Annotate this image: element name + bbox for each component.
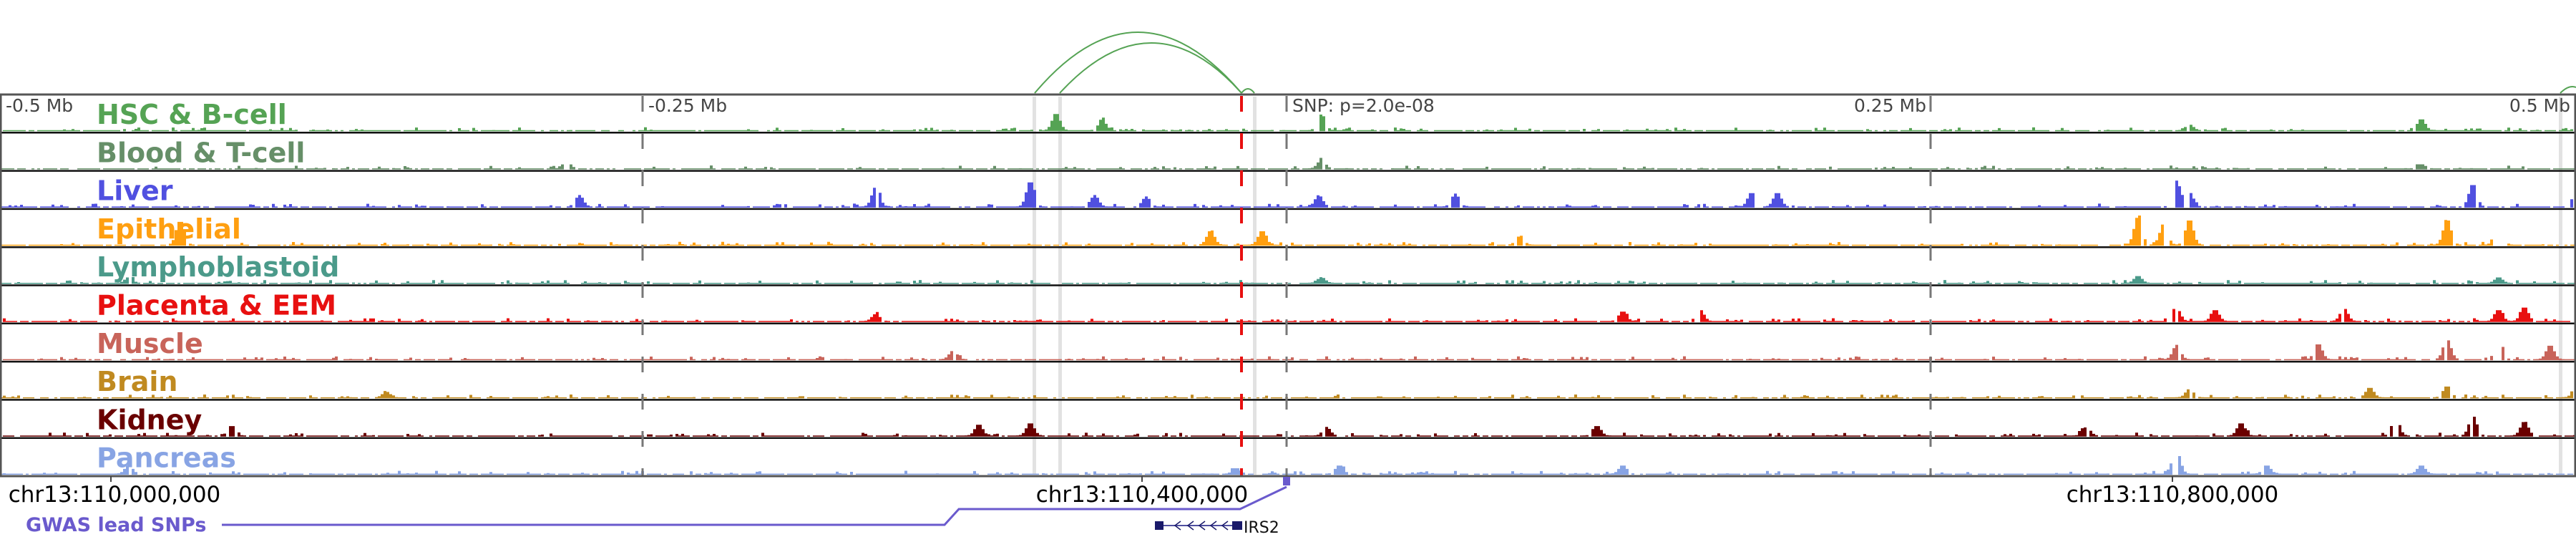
track-label: Lymphoblastoid bbox=[97, 251, 339, 283]
track-label: Placenta & EEM bbox=[97, 290, 336, 321]
loop-arc bbox=[1241, 88, 1255, 94]
track-kidney bbox=[0, 417, 2576, 439]
track-label: Kidney bbox=[97, 404, 202, 435]
track-lymphoblastoid bbox=[0, 276, 2576, 286]
coordinate-label: chr13:110,400,000 bbox=[1036, 482, 1249, 508]
gene-name: IRS2 bbox=[1244, 519, 1279, 537]
coordinate-label: chr13:110,800,000 bbox=[2067, 482, 2279, 508]
coordinate-label: chr13:110,000,000 bbox=[9, 482, 221, 508]
signal-bars bbox=[3, 417, 2576, 437]
track-label: Pancreas bbox=[97, 442, 236, 474]
plot-frame bbox=[0, 93, 2576, 478]
track-label: Brain bbox=[97, 366, 177, 397]
loop-arc bbox=[1034, 32, 1242, 94]
gwas-snp-marker[interactable] bbox=[1283, 477, 1290, 485]
gene-exon bbox=[1155, 521, 1163, 530]
track-hsc-b-cell bbox=[0, 114, 2576, 134]
track-label: Blood & T-cell bbox=[97, 137, 305, 168]
track-epithelial bbox=[0, 216, 2576, 248]
gwas-track-label: GWAS lead SNPs bbox=[26, 514, 206, 536]
chromatin-loops bbox=[1034, 32, 2576, 94]
track-placenta-eem bbox=[0, 307, 2576, 325]
gwas-connector bbox=[222, 485, 1287, 526]
signal-bars bbox=[0, 216, 2576, 246]
track-label: Epithelial bbox=[97, 213, 241, 245]
loop-arc bbox=[2560, 86, 2576, 94]
gene-irs2[interactable]: IRS2 bbox=[1155, 519, 1279, 537]
track-label: HSC & B-cell bbox=[97, 99, 287, 130]
signal-bars bbox=[0, 180, 2573, 208]
track-blood-t-cell bbox=[0, 158, 2576, 172]
distance-tick-label: 0.5 Mb bbox=[2509, 95, 2570, 116]
track-brain bbox=[0, 386, 2576, 401]
track-label: Muscle bbox=[97, 328, 203, 359]
signal-bars bbox=[3, 340, 2576, 361]
track-label: Liver bbox=[97, 175, 173, 207]
track-liver bbox=[0, 180, 2576, 211]
gene-exon bbox=[1232, 521, 1242, 530]
signal-bars bbox=[0, 158, 2576, 170]
distance-tick-label: -0.25 Mb bbox=[648, 95, 727, 116]
distance-tick-label: -0.5 Mb bbox=[6, 95, 73, 116]
track-muscle bbox=[0, 340, 2576, 363]
distance-tick-label: SNP: p=2.0e-08 bbox=[1292, 95, 1435, 116]
distance-tick-label: 0.25 Mb bbox=[1854, 95, 1926, 116]
signal-bars bbox=[3, 114, 2573, 132]
loop-arc bbox=[1059, 42, 1242, 94]
signal-bars bbox=[0, 276, 2576, 284]
track-pancreas bbox=[0, 456, 2576, 478]
